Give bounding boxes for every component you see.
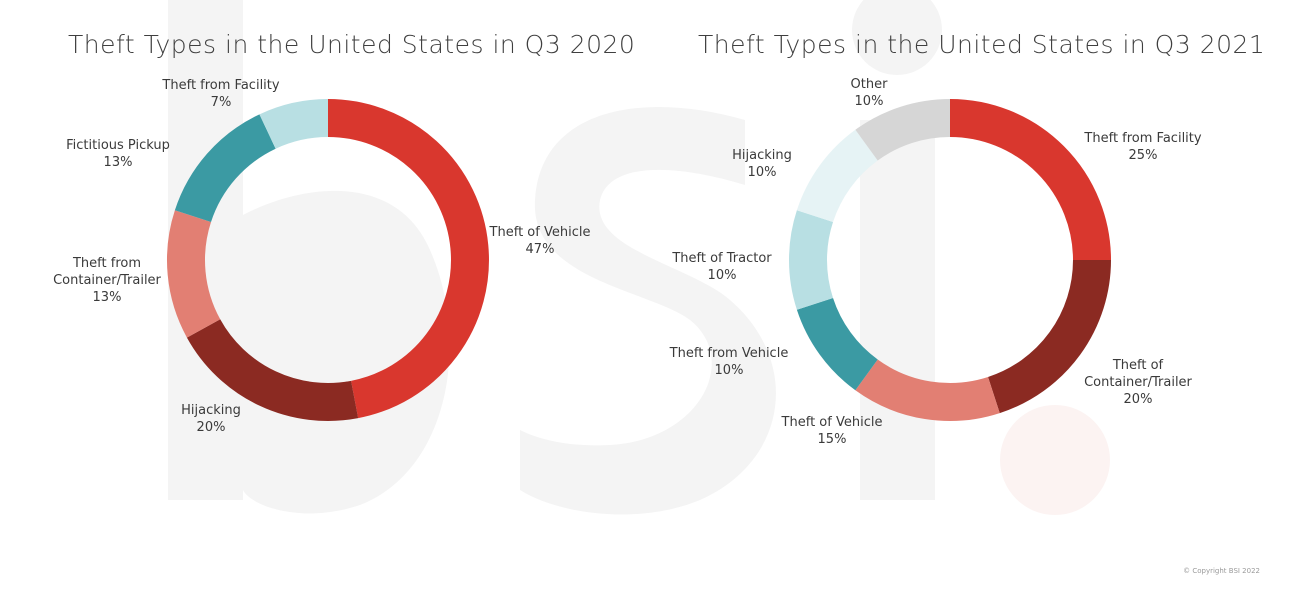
slice-label-hijacking: Hijacking 10%	[732, 147, 792, 181]
slice-value-label: 13%	[92, 290, 122, 305]
slice-theft-of-tractor	[789, 210, 834, 310]
slice-value-label: 10%	[854, 94, 884, 109]
slice-theft-from-facility	[949, 99, 1111, 261]
slice-label-theft-from-vehicle: Theft from Vehicle 10%	[670, 345, 789, 379]
slice-value-label: 25%	[1128, 148, 1158, 163]
slice-value-label: 20%	[1123, 392, 1153, 407]
slice-value-label: 10%	[714, 363, 744, 378]
slice-value-label: 10%	[707, 268, 737, 283]
slice-other	[855, 99, 951, 161]
slice-label-text: Hijacking	[732, 148, 792, 163]
slice-label-text: Theft of Vehicle	[781, 415, 883, 430]
slice-value-label: 47%	[525, 242, 555, 257]
slice-label-text: Theft of	[1112, 358, 1164, 373]
slice-label-theft-from-container-trailer: Theft from Container/Trailer 13%	[53, 255, 161, 306]
watermark-b-bowl	[243, 190, 450, 514]
slice-label-text: Container/Trailer	[1084, 375, 1192, 390]
slice-label-text: Theft of Vehicle	[489, 225, 591, 240]
slice-label-text: Theft from	[72, 256, 142, 271]
watermark-s-shape	[520, 106, 776, 515]
slice-hijacking	[796, 129, 879, 223]
chart-title-2020: Theft Types in the United States in Q3 2…	[68, 30, 636, 59]
slice-hijacking	[186, 318, 359, 421]
watermark-i-dot	[852, 0, 942, 75]
slice-label-theft-from-facility: Theft from Facility 7%	[162, 77, 279, 111]
slice-label-other: Other 10%	[851, 76, 888, 110]
slice-theft-from-container-trailer	[167, 210, 221, 338]
slice-label-hijacking: Hijacking 20%	[181, 402, 241, 436]
chart-title-2021: Theft Types in the United States in Q3 2…	[698, 30, 1266, 59]
slice-value-label: 10%	[747, 165, 777, 180]
slice-label-text: Other	[850, 77, 888, 92]
slice-label-text: Fictitious Pickup	[66, 138, 170, 153]
slice-label-text: Theft from Facility	[162, 78, 280, 93]
slice-label-fictitious-pickup: Fictitious Pickup 13%	[66, 137, 170, 171]
slice-value-label: 13%	[103, 155, 133, 170]
slice-label-theft-of-vehicle: Theft of Vehicle 47%	[490, 224, 591, 258]
slice-theft-of-vehicle	[855, 359, 1000, 421]
slice-label-theft-of-vehicle: Theft of Vehicle 15%	[782, 414, 883, 448]
slice-theft-from-facility	[259, 99, 329, 149]
slice-value-label: 7%	[210, 95, 232, 110]
slice-label-theft-of-container-trailer: Theft of Container/Trailer 20%	[1084, 357, 1192, 408]
slice-label-theft-of-tractor: Theft of Tractor 10%	[672, 250, 771, 284]
slice-theft-of-container-trailer	[987, 259, 1111, 414]
slice-label-theft-from-facility: Theft from Facility 25%	[1084, 130, 1201, 164]
watermark-period-dot	[1000, 405, 1110, 515]
slice-label-text: Theft from Vehicle	[669, 346, 789, 361]
copyright-text: © Copyright BSI 2022	[1183, 567, 1260, 575]
slice-theft-from-vehicle	[796, 297, 879, 391]
slice-fictitious-pickup	[174, 114, 277, 223]
watermark-i-stem	[860, 120, 935, 500]
slice-value-label: 15%	[817, 432, 847, 447]
slice-label-text: Theft from Facility	[1084, 131, 1202, 146]
slice-label-text: Theft of Tractor	[672, 251, 772, 266]
slice-theft-of-vehicle	[327, 99, 489, 419]
slice-label-text: Container/Trailer	[53, 273, 161, 288]
slice-label-text: Hijacking	[181, 403, 241, 418]
slice-value-label: 20%	[196, 420, 226, 435]
